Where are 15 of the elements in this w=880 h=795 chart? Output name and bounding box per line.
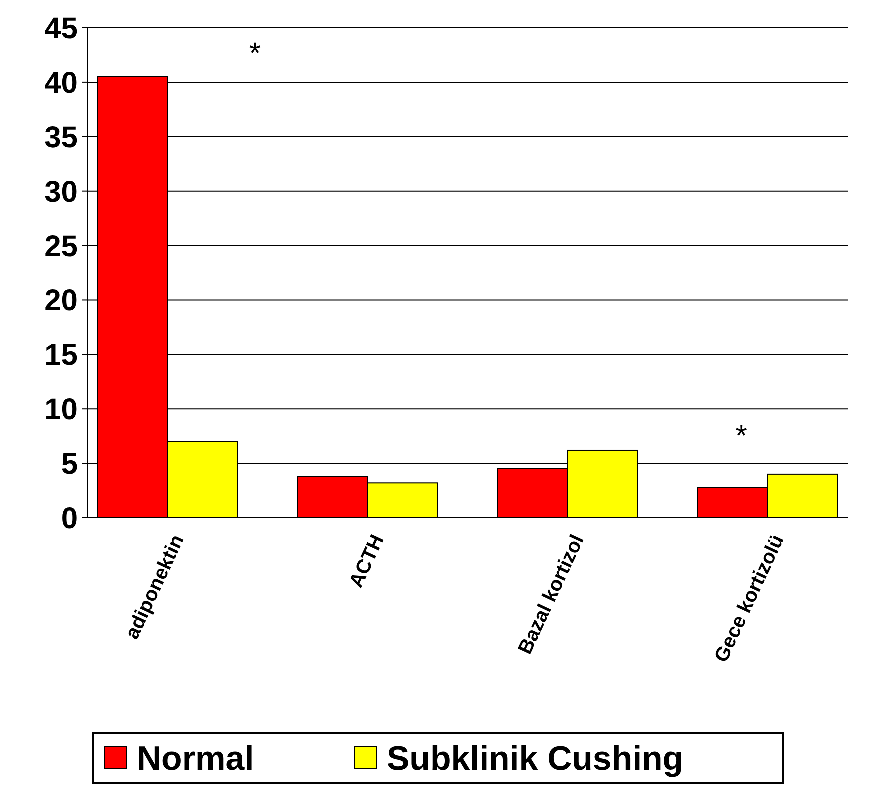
y-tick-label: 30 xyxy=(44,176,78,209)
legend-label: Normal xyxy=(137,740,254,778)
y-tick-label: 10 xyxy=(44,394,78,427)
legend-label: Subklinik Cushing xyxy=(387,740,684,778)
y-tick-label: 35 xyxy=(44,121,78,154)
annotation: * xyxy=(736,420,748,453)
y-tick-label: 0 xyxy=(61,502,78,536)
annotation: * xyxy=(249,38,262,71)
x-tick-label: ACTH xyxy=(345,532,389,592)
y-tick-label: 45 xyxy=(44,12,78,46)
y-tick-label: 15 xyxy=(44,339,78,372)
y-tick-label: 5 xyxy=(61,448,78,482)
y-tick-label: 40 xyxy=(44,66,78,100)
y-tick-label: 20 xyxy=(44,284,78,318)
y-tick-label: 25 xyxy=(44,230,78,264)
